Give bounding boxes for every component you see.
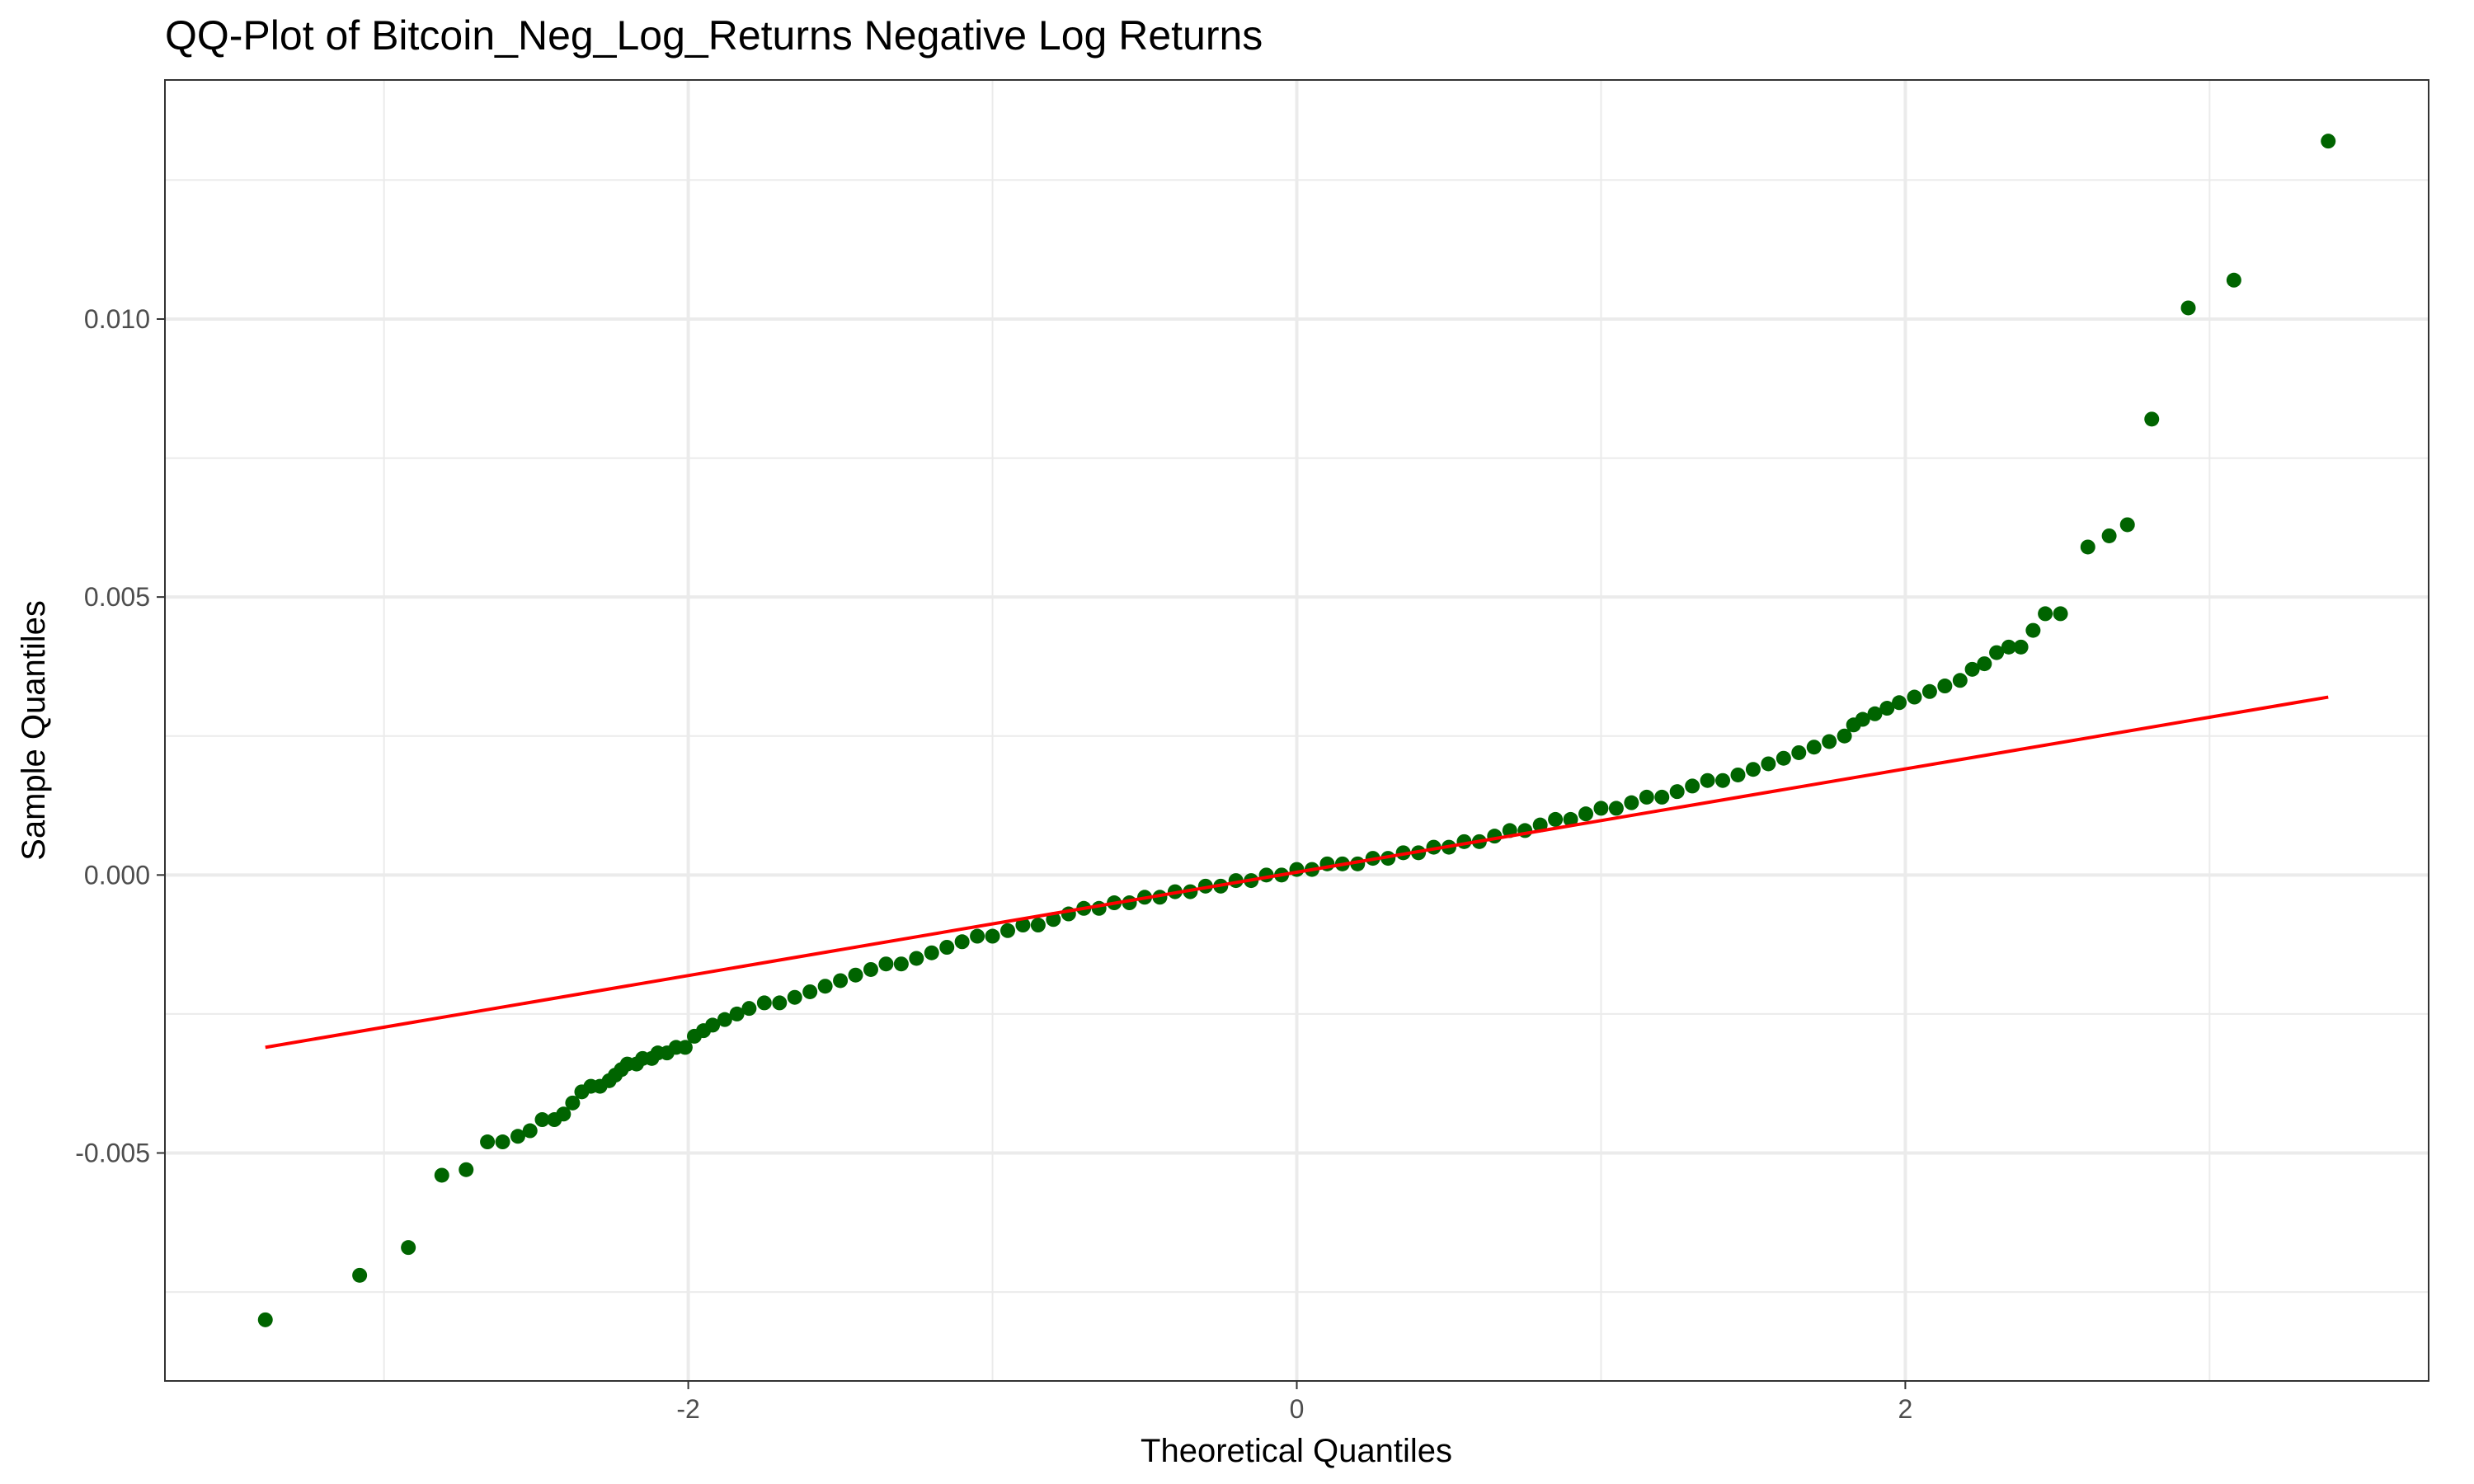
qq-point-49 [999, 923, 1015, 938]
reference-line-group [265, 695, 2329, 1050]
qq-point-94 [1685, 778, 1700, 794]
y-axis: -0.005 0.000 0.005 0.010 [75, 304, 165, 1168]
qq-point-34 [772, 995, 788, 1011]
qq-point-93 [1669, 784, 1685, 800]
qq-point-123 [2101, 528, 2117, 543]
qq-point-102 [1806, 740, 1822, 755]
qq-point-37 [817, 979, 833, 994]
qq-point-108 [1879, 701, 1895, 716]
qq-point-81 [1487, 829, 1503, 844]
qq-point-112 [1937, 679, 1953, 694]
qq-point-29 [705, 1017, 721, 1033]
qq-point-86 [1563, 811, 1578, 827]
qq-point-101 [1791, 744, 1807, 760]
qq-point-51 [1030, 918, 1046, 933]
qq-point-3 [434, 1167, 449, 1183]
qq-point-90 [1624, 795, 1639, 810]
x-tick-label-0: -2 [676, 1394, 699, 1424]
x-tick-label-2: 2 [1898, 1394, 1913, 1424]
qq-point-5 [480, 1134, 496, 1150]
qq-point-95 [1700, 773, 1715, 788]
qq-point-87 [1578, 806, 1594, 822]
qq-point-122 [2080, 539, 2095, 555]
qq-point-91 [1639, 789, 1654, 805]
qq-point-6 [495, 1134, 510, 1150]
chart-title: QQ-Plot of Bitcoin_Neg_Log_Returns Negat… [165, 12, 1263, 59]
qq-point-125 [2144, 411, 2160, 427]
qq-point-126 [2180, 300, 2196, 316]
qq-point-44 [924, 945, 939, 960]
qq-point-41 [878, 956, 894, 972]
qq-point-98 [1745, 762, 1761, 777]
y-tick-label-3: 0.010 [84, 304, 150, 334]
qq-point-32 [741, 1001, 757, 1017]
qq-point-46 [954, 934, 970, 950]
qq-point-124 [2119, 517, 2135, 533]
qq-point-40 [863, 961, 878, 977]
qq-point-35 [787, 989, 802, 1005]
qq-point-42 [893, 956, 909, 972]
x-axis-title: Theoretical Quantiles [1141, 1433, 1452, 1469]
qq-point-114 [1964, 661, 1980, 677]
qq-point-43 [909, 951, 924, 966]
qq-point-36 [802, 984, 818, 999]
qq-point-55 [1091, 900, 1107, 916]
qq-point-92 [1654, 789, 1670, 805]
qq-point-106 [1855, 711, 1870, 727]
qq-point-39 [848, 967, 863, 983]
qq-point-48 [985, 928, 1000, 944]
qq-point-128 [2321, 134, 2336, 149]
qq-point-113 [1952, 673, 1968, 688]
qq-point-96 [1715, 773, 1731, 788]
qq-point-109 [1892, 695, 1907, 711]
qq-point-33 [756, 995, 772, 1011]
qq-point-121 [2053, 606, 2068, 622]
qq-point-0 [257, 1312, 273, 1327]
qq-point-7 [510, 1129, 525, 1144]
qq-point-97 [1730, 767, 1746, 782]
qq-point-117 [2001, 639, 2016, 655]
qq-point-11 [556, 1106, 571, 1122]
qq-point-88 [1593, 801, 1609, 816]
qq-point-8 [522, 1123, 538, 1139]
reference-line [265, 695, 2329, 1050]
y-tick-label-0: -0.005 [75, 1139, 150, 1168]
y-tick-label-2: 0.005 [84, 582, 150, 612]
qq-point-4 [459, 1162, 474, 1177]
qq-point-110 [1907, 689, 1922, 705]
qq-point-115 [1977, 656, 1992, 672]
y-axis-title: Sample Quantiles [16, 600, 52, 861]
qq-point-103 [1822, 734, 1837, 749]
qq-point-9 [534, 1112, 550, 1128]
x-axis: -2 0 2 [676, 1381, 1912, 1424]
qq-point-89 [1608, 801, 1624, 816]
qq-point-107 [1867, 706, 1883, 721]
qq-point-47 [970, 928, 985, 944]
qq-point-2 [401, 1240, 416, 1256]
qq-point-119 [2025, 622, 2041, 638]
qq-point-118 [2013, 639, 2029, 655]
qq-point-104 [1837, 728, 1852, 744]
x-tick-label-1: 0 [1290, 1394, 1305, 1424]
qq-point-1 [352, 1267, 368, 1283]
qq-point-31 [729, 1006, 745, 1021]
qq-point-116 [1989, 645, 2005, 660]
qq-point-111 [1921, 683, 1937, 699]
qq-point-30 [717, 1012, 732, 1027]
qq-point-127 [2226, 272, 2241, 288]
qq-point-45 [939, 940, 955, 955]
qq-point-26 [677, 1040, 693, 1055]
qq-point-120 [2038, 606, 2053, 622]
qq-point-85 [1548, 811, 1564, 827]
qq-point-100 [1776, 750, 1791, 766]
qq-point-12 [565, 1095, 581, 1111]
qq-point-50 [1015, 918, 1031, 933]
qq-point-99 [1761, 756, 1776, 772]
y-tick-label-1: 0.000 [84, 860, 150, 890]
qq-point-38 [833, 973, 849, 989]
